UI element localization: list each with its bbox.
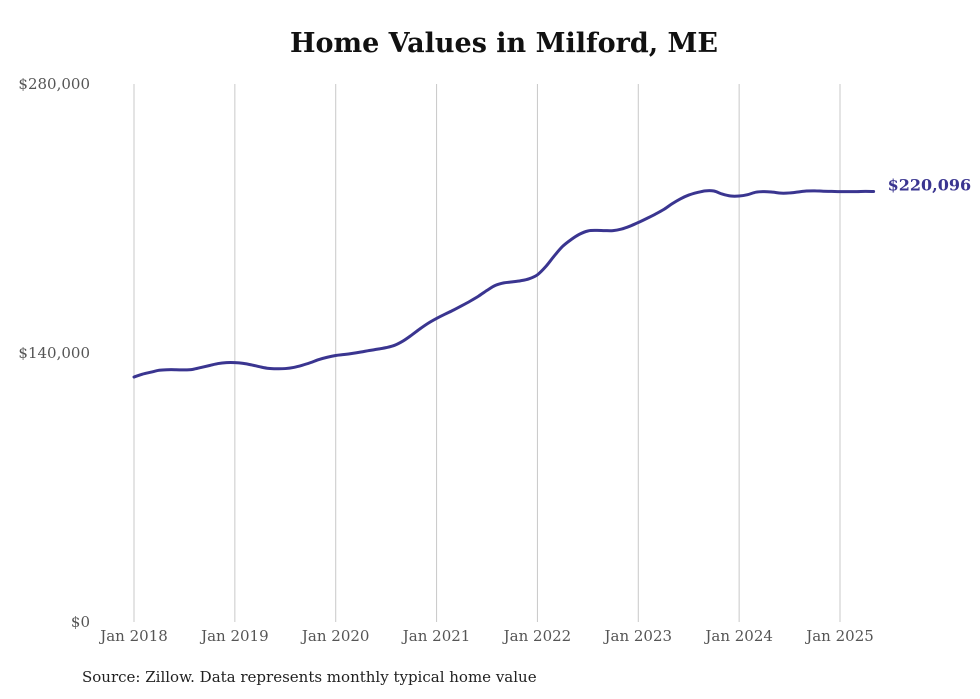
- chart-title: Home Values in Milford, ME: [290, 28, 718, 59]
- gridlines: [133, 84, 841, 622]
- x-tick-label: Jan 2024: [703, 627, 773, 645]
- y-tick-label: $280,000: [18, 75, 90, 93]
- source-note: Source: Zillow. Data represents monthly …: [82, 668, 537, 686]
- x-tick-label: Jan 2019: [199, 627, 269, 645]
- x-tick-label: Jan 2020: [300, 627, 370, 645]
- series-line-home-value: [132, 189, 876, 379]
- x-axis-ticks: Jan 2018 Jan 2019 Jan 2020 Jan 2021 Jan 2022…: [98, 627, 874, 645]
- x-tick-label: Jan 2021: [401, 627, 471, 645]
- x-tick-label: Jan 2023: [603, 627, 673, 645]
- y-tick-label: $0: [71, 613, 90, 631]
- x-tick-label: Jan 2022: [502, 627, 572, 645]
- end-value-label: $220,096: [888, 176, 972, 195]
- y-axis-ticks: $0 $140,000 $280,000: [18, 75, 90, 631]
- x-tick-label: Jan 2025: [804, 627, 874, 645]
- x-tick-label: Jan 2018: [98, 627, 168, 645]
- y-tick-label: $140,000: [18, 344, 90, 362]
